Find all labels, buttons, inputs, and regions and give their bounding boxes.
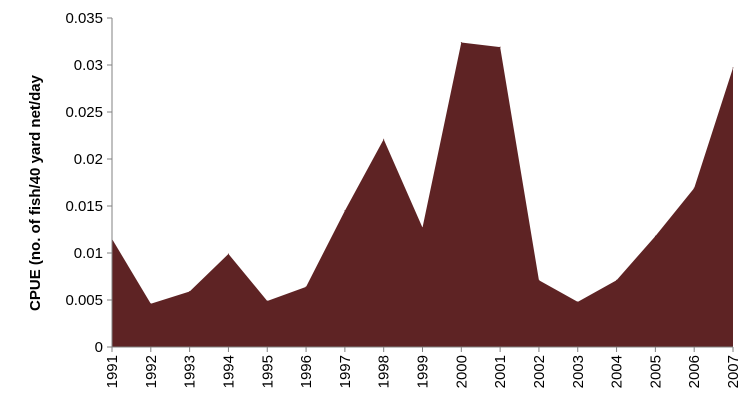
data-point-2001 bbox=[499, 46, 501, 48]
data-point-2007 bbox=[732, 67, 734, 69]
x-tick-label: 1994 bbox=[220, 355, 237, 388]
x-tick-label: 1996 bbox=[298, 355, 315, 388]
x-tick-label: 2003 bbox=[570, 355, 587, 388]
y-tick-label: 0.005 bbox=[65, 292, 103, 309]
x-tick-label: 1997 bbox=[337, 355, 354, 388]
data-point-2002 bbox=[538, 279, 540, 281]
x-tick-label: 2004 bbox=[609, 355, 626, 388]
y-tick-label: 0.035 bbox=[65, 10, 103, 27]
data-point-1997 bbox=[344, 210, 346, 212]
data-point-2006 bbox=[693, 187, 695, 189]
data-point-2005 bbox=[654, 235, 656, 237]
x-tick-label: 1992 bbox=[143, 355, 160, 388]
x-tick-label: 2006 bbox=[686, 355, 703, 388]
y-tick-label: 0.025 bbox=[65, 104, 103, 121]
x-tick-label: 1991 bbox=[104, 355, 121, 388]
x-tick-label: 2001 bbox=[492, 355, 509, 388]
y-axis-label: CPUE (no. of fish/40 yard net/day bbox=[27, 74, 44, 311]
data-point-2000 bbox=[460, 41, 462, 43]
x-tick-label: 1993 bbox=[182, 355, 199, 388]
data-point-1998 bbox=[383, 138, 385, 140]
y-tick-label: 0.02 bbox=[74, 151, 103, 168]
y-tick-label: 0.03 bbox=[74, 57, 103, 74]
y-axis-ticks: 0 0.005 0.01 0.015 0.02 0.025 0.03 0.035 bbox=[65, 10, 112, 356]
x-tick-label: 1998 bbox=[376, 355, 393, 388]
cpue-area-series bbox=[112, 42, 733, 347]
x-tick-label: 1995 bbox=[259, 355, 276, 388]
y-tick-label: 0.015 bbox=[65, 198, 103, 215]
x-tick-label: 2007 bbox=[725, 355, 742, 388]
y-tick-label: 0 bbox=[95, 339, 103, 356]
y-tick-label: 0.01 bbox=[74, 245, 103, 262]
plot-area bbox=[111, 18, 734, 348]
data-point-1999 bbox=[422, 227, 423, 229]
data-point-1992 bbox=[150, 303, 152, 305]
x-tick-label: 2000 bbox=[453, 355, 470, 388]
data-point-1993 bbox=[189, 291, 191, 293]
data-point-2003 bbox=[577, 301, 579, 303]
x-tick-label: 2005 bbox=[647, 355, 664, 388]
x-tick-label: 1999 bbox=[415, 355, 432, 388]
data-point-2004 bbox=[616, 279, 618, 281]
x-tick-label: 2002 bbox=[531, 355, 548, 388]
data-point-1996 bbox=[305, 286, 307, 288]
x-axis-ticks: 1991 1992 1993 1994 1995 1996 1997 1998 1999 2000… bbox=[104, 347, 742, 388]
data-point-1994 bbox=[227, 253, 229, 255]
data-point-1995 bbox=[266, 300, 268, 302]
